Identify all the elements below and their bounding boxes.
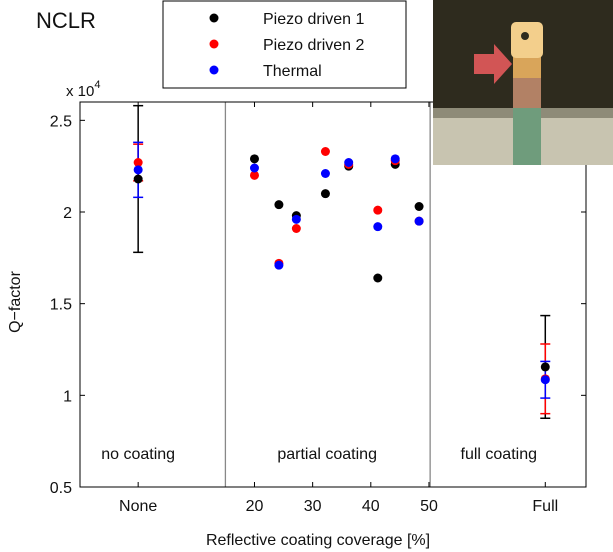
- legend-marker: [209, 13, 219, 23]
- x-tick-label: 30: [304, 498, 322, 515]
- y-tick-label: 1: [63, 388, 72, 405]
- y-multiplier: x 104: [66, 79, 100, 100]
- data-point: [249, 163, 259, 173]
- x-axis-label: Reflective coating coverage [%]: [206, 532, 430, 549]
- data-point: [133, 158, 143, 167]
- x-tick-label: 50: [420, 498, 438, 515]
- data-point: [320, 169, 330, 178]
- axis-ticks: 0.5 1 1.5 2 2.5 None 20 30 40 50 Full: [50, 102, 586, 515]
- x-tick-label: 20: [246, 498, 264, 515]
- legend-box: [162, 0, 407, 89]
- inset-photo: [433, 0, 613, 165]
- plot-frame: [79, 101, 587, 488]
- data-point: [274, 200, 284, 210]
- data-point: [320, 189, 330, 199]
- region-labels: no coating partial coating full coating: [101, 446, 537, 463]
- inset-cantilever-base: [513, 108, 541, 165]
- data-point: [274, 260, 284, 270]
- legend-items: Piezo driven 1 Piezo driven 2 Thermal: [209, 11, 364, 80]
- data-point: [390, 154, 400, 164]
- region-label: full coating: [461, 446, 538, 463]
- data-point: [373, 222, 383, 232]
- legend-marker: [209, 39, 219, 49]
- chart-title: NCLR: [36, 8, 96, 33]
- region-label: partial coating: [277, 446, 377, 463]
- x-tick-label: 40: [362, 498, 380, 515]
- y-axis-label: Q−factor: [7, 270, 24, 332]
- y-tick-label: 1.5: [50, 297, 72, 314]
- inset-cantilever-lower: [513, 78, 541, 108]
- data-point: [414, 216, 424, 226]
- data-point: [344, 158, 354, 167]
- data-point: [540, 375, 550, 385]
- data-point: [320, 147, 330, 156]
- data-point: [373, 205, 383, 215]
- legend-label: Thermal: [263, 63, 322, 80]
- arrow-icon: [474, 44, 512, 84]
- data-marks: [133, 104, 551, 419]
- x-tick-label: None: [119, 498, 157, 515]
- y-tick-label: 2: [63, 205, 72, 222]
- data-point: [414, 202, 424, 211]
- data-point: [249, 170, 259, 180]
- data-point: [373, 273, 383, 283]
- inset-tip-hole: [521, 32, 529, 40]
- data-point: [291, 214, 301, 224]
- legend: Piezo driven 1 Piezo driven 2 Thermal: [162, 0, 407, 89]
- legend-marker: [209, 65, 219, 75]
- x-tick-label: Full: [532, 498, 558, 515]
- region-dividers: [224, 102, 431, 487]
- y-tick-label: 0.5: [50, 480, 72, 497]
- inset-cantilever-tip: [511, 22, 543, 58]
- legend-label: Piezo driven 2: [263, 37, 364, 54]
- data-point: [291, 224, 301, 233]
- legend-label: Piezo driven 1: [263, 11, 364, 28]
- y-tick-label: 2.5: [50, 113, 72, 130]
- data-point: [540, 362, 550, 372]
- data-point: [133, 174, 143, 184]
- region-label: no coating: [101, 446, 175, 463]
- data-point: [249, 154, 259, 164]
- data-point: [133, 165, 143, 175]
